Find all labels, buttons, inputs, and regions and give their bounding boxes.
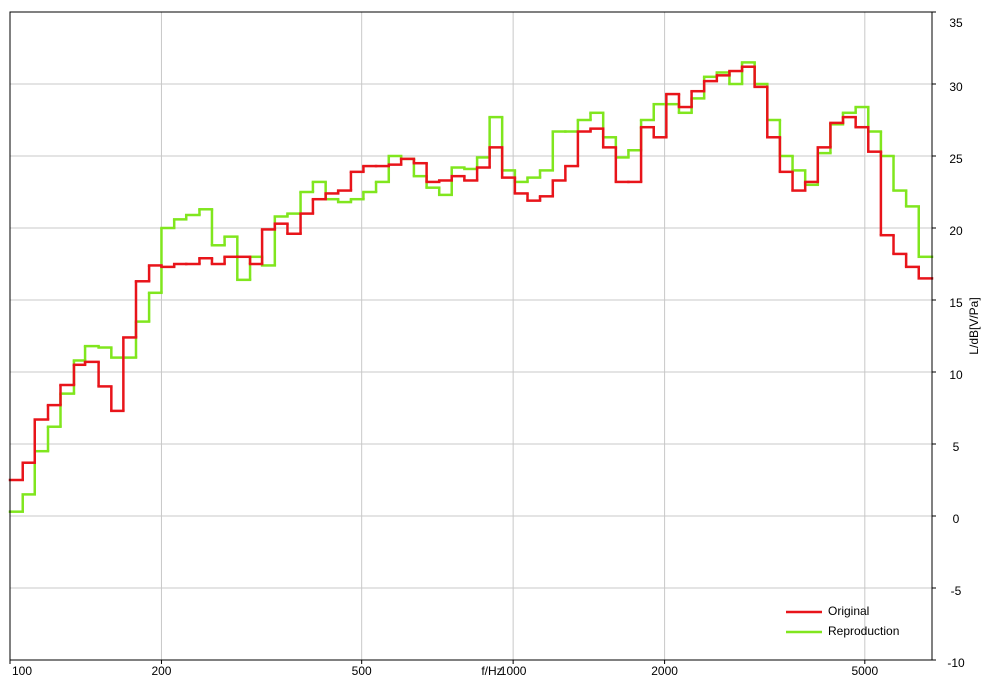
x-tick-label: 2000 xyxy=(651,664,678,678)
y-tick-label: 25 xyxy=(949,152,963,166)
x-tick-label: 1000 xyxy=(500,664,527,678)
x-tick-label: 100 xyxy=(12,664,32,678)
plot-background xyxy=(10,12,932,660)
y-axis-label: L/dB[V/Pa] xyxy=(967,297,981,354)
y-tick-label: 5 xyxy=(953,440,960,454)
x-tick-label: 200 xyxy=(151,664,171,678)
x-tick-label: 500 xyxy=(352,664,372,678)
legend-label: Reproduction xyxy=(828,624,899,638)
y-tick-label: 15 xyxy=(949,296,963,310)
y-tick-label: -5 xyxy=(951,584,962,598)
y-tick-label: 20 xyxy=(949,224,963,238)
y-tick-label: 10 xyxy=(949,368,963,382)
x-tick-label: 5000 xyxy=(851,664,878,678)
legend-label: Original xyxy=(828,604,869,618)
y-tick-label: 35 xyxy=(949,16,963,30)
y-tick-label: 30 xyxy=(949,80,963,94)
plot-border xyxy=(9,11,933,661)
y-tick-label: -10 xyxy=(947,656,965,670)
x-axis-label: f/Hz xyxy=(481,664,502,678)
y-tick-label: 0 xyxy=(953,512,960,526)
